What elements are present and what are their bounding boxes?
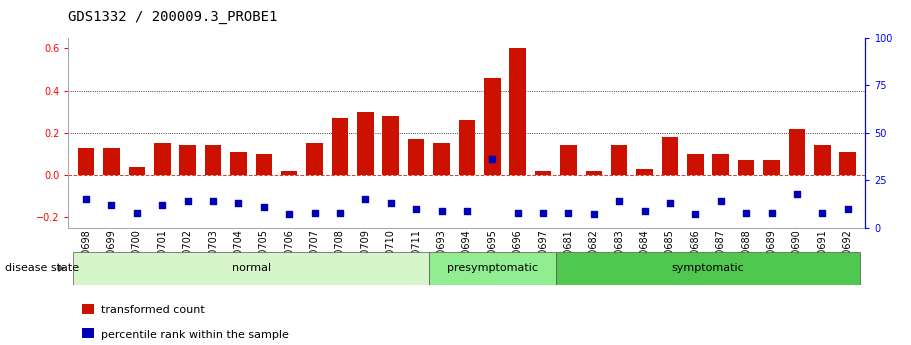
Point xyxy=(662,200,677,206)
Text: disease state: disease state xyxy=(5,264,78,273)
Point xyxy=(764,210,779,215)
Point xyxy=(435,208,449,213)
Bar xyxy=(205,146,221,175)
Point xyxy=(129,210,144,215)
Bar xyxy=(712,154,729,175)
Bar xyxy=(77,148,95,175)
Point xyxy=(536,210,550,215)
Bar xyxy=(383,116,399,175)
Point xyxy=(333,210,347,215)
Point xyxy=(510,210,525,215)
Point xyxy=(688,211,702,217)
Bar xyxy=(128,167,145,175)
Bar xyxy=(408,139,425,175)
Bar xyxy=(560,146,577,175)
Point xyxy=(180,198,195,204)
Text: GDS1332 / 200009.3_PROBE1: GDS1332 / 200009.3_PROBE1 xyxy=(68,10,278,24)
Point xyxy=(231,200,246,206)
Point xyxy=(206,198,220,204)
Point xyxy=(561,210,576,215)
Point xyxy=(409,206,424,211)
Bar xyxy=(103,148,119,175)
Point xyxy=(104,202,118,208)
Bar xyxy=(332,118,348,175)
Point xyxy=(638,208,652,213)
Point xyxy=(815,210,830,215)
Point xyxy=(739,210,753,215)
Bar xyxy=(687,154,703,175)
Bar xyxy=(74,252,429,285)
Bar xyxy=(179,146,196,175)
Point xyxy=(713,198,728,204)
Point xyxy=(307,210,322,215)
Point xyxy=(281,211,296,217)
Bar xyxy=(484,78,500,175)
Point xyxy=(257,204,271,209)
Bar xyxy=(306,144,322,175)
Point xyxy=(790,191,804,196)
Bar xyxy=(763,160,780,175)
Bar xyxy=(814,146,831,175)
Bar xyxy=(556,252,860,285)
Bar xyxy=(281,171,297,175)
Text: normal: normal xyxy=(231,263,271,273)
Point xyxy=(358,196,373,202)
Bar xyxy=(661,137,678,175)
Bar xyxy=(637,169,653,175)
Point xyxy=(485,157,499,162)
Bar xyxy=(611,146,628,175)
Bar xyxy=(586,171,602,175)
Bar xyxy=(230,152,247,175)
Point xyxy=(459,208,474,213)
Point xyxy=(612,198,627,204)
Bar xyxy=(154,144,170,175)
Bar xyxy=(434,144,450,175)
Bar xyxy=(738,160,754,175)
Text: presymptomatic: presymptomatic xyxy=(446,263,537,273)
Bar xyxy=(256,154,272,175)
Text: transformed count: transformed count xyxy=(101,305,205,315)
Point xyxy=(384,200,398,206)
Point xyxy=(79,196,94,202)
Point xyxy=(587,211,601,217)
Bar xyxy=(839,152,856,175)
Text: symptomatic: symptomatic xyxy=(671,263,744,273)
Point xyxy=(840,206,855,211)
Point xyxy=(155,202,169,208)
Bar xyxy=(357,112,374,175)
Bar xyxy=(535,171,551,175)
Bar xyxy=(458,120,476,175)
Bar xyxy=(509,49,526,175)
Bar xyxy=(789,129,805,175)
Bar xyxy=(429,252,556,285)
Text: percentile rank within the sample: percentile rank within the sample xyxy=(101,329,289,339)
